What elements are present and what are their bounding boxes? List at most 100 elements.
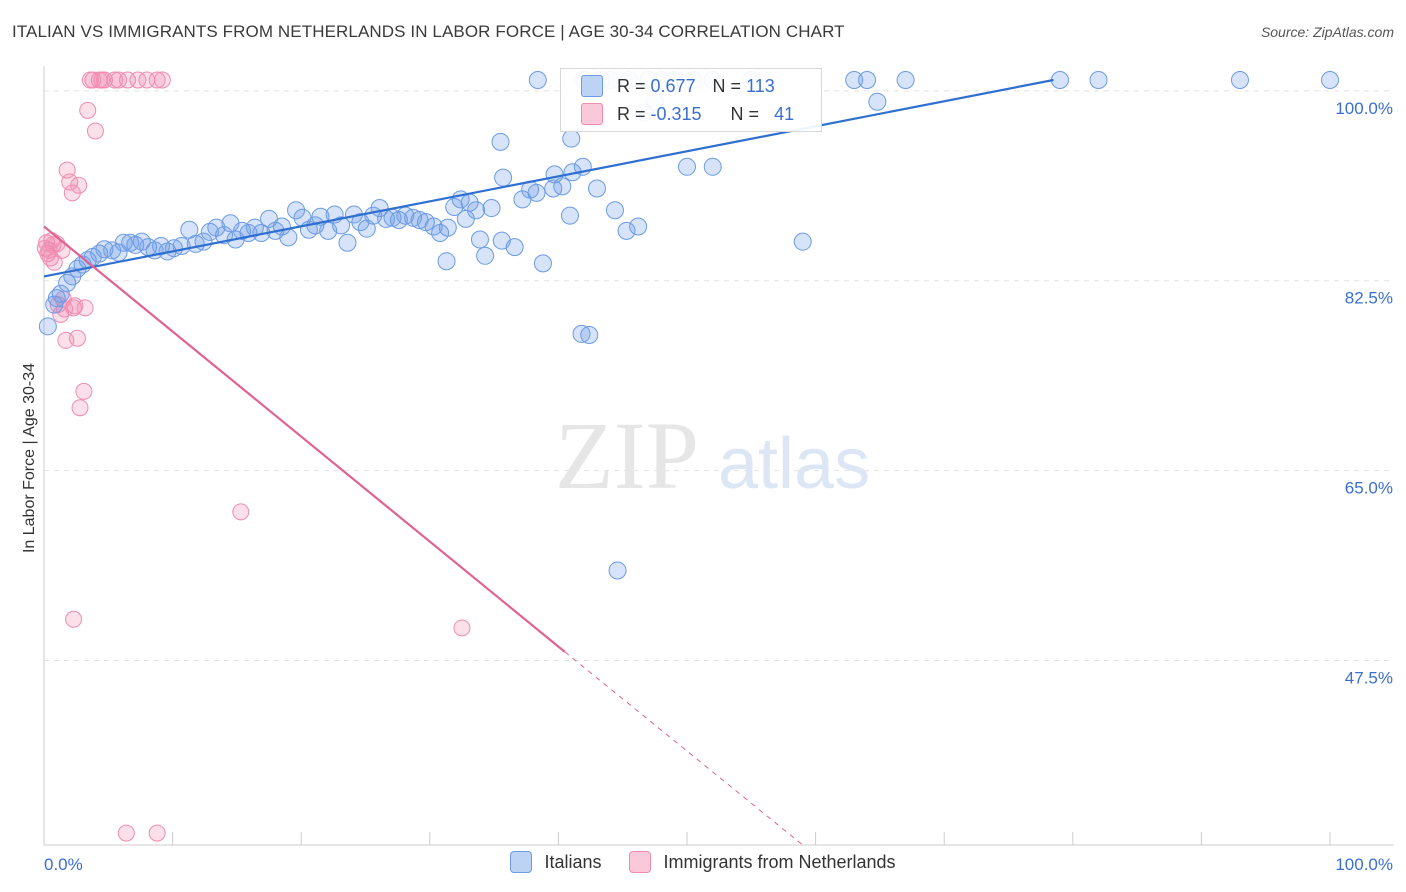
legend-swatch-netherlands: [581, 103, 603, 125]
point-italians: [207, 218, 226, 237]
trend-line-netherlands: [43, 225, 566, 653]
point-italians: [491, 132, 510, 151]
point-italians: [287, 201, 306, 220]
point-italians: [608, 561, 627, 580]
legend-r-label: R =: [617, 75, 646, 96]
point-italians: [424, 217, 443, 236]
point-italians: [438, 218, 457, 237]
point-italians: [617, 221, 636, 240]
point-italians: [505, 238, 524, 257]
point-italians: [868, 92, 887, 111]
x-tick-label-max: 100.0%: [1335, 855, 1393, 874]
point-italians: [678, 157, 696, 176]
legend-row-netherlands: R = -0.315 N = 41: [581, 100, 794, 128]
legend-n-label: N =: [712, 75, 742, 96]
series-immigrants-netherlands-points: [36, 71, 471, 842]
point-italians: [482, 199, 501, 218]
legend-item-italians: Italians: [510, 851, 601, 873]
point-netherlands: [68, 329, 86, 347]
correlation-legend: R = 0.677 N = 113 R = -0.315 N = 41: [560, 68, 822, 132]
point-netherlands: [45, 253, 63, 271]
point-italians: [533, 254, 552, 273]
point-italians: [845, 71, 864, 89]
tick-labels: 100.0% 82.5% 65.0% 47.5% 0.0% 100.0%: [44, 99, 1393, 874]
point-italians: [605, 201, 624, 220]
watermark-atlas: atlas: [718, 424, 870, 504]
point-italians: [279, 228, 298, 247]
watermark: ZIP atlas: [555, 402, 870, 509]
point-italians: [494, 168, 513, 187]
point-netherlands: [66, 297, 84, 315]
point-italians: [38, 317, 57, 336]
legend-swatch-italians: [581, 75, 603, 97]
point-netherlands: [117, 824, 135, 842]
legend-n-value: 113: [746, 75, 775, 96]
y-axis-title: In Labor Force | Age 30-34: [21, 362, 38, 554]
legend-r-label: R =: [617, 103, 646, 124]
point-italians: [858, 71, 877, 89]
point-netherlands: [70, 176, 88, 194]
point-italians: [560, 206, 579, 225]
point-netherlands: [86, 122, 104, 140]
point-netherlands: [61, 173, 79, 191]
x-tick-label-min: 0.0%: [44, 855, 83, 874]
point-italians: [629, 217, 648, 236]
watermark-zip: ZIP: [555, 402, 699, 509]
point-italians: [896, 71, 915, 89]
y-tick-label-2: 65.0%: [1345, 479, 1393, 498]
point-netherlands: [71, 399, 89, 417]
point-italians: [357, 219, 376, 238]
y-tick-label-3: 47.5%: [1345, 669, 1393, 688]
legend-n-value: 41: [774, 103, 795, 124]
legend-label-italians: Italians: [544, 851, 602, 872]
point-italians: [527, 183, 546, 202]
grid-lines: [44, 90, 1394, 662]
point-italians: [470, 230, 489, 249]
point-italians: [545, 165, 564, 184]
point-netherlands: [148, 71, 166, 89]
point-italians: [338, 233, 357, 252]
point-italians: [476, 246, 495, 265]
point-italians: [793, 232, 812, 251]
y-tick-label-0: 100.0%: [1335, 99, 1393, 118]
point-netherlands: [232, 503, 250, 521]
legend-n-label: N =: [730, 103, 760, 124]
point-italians: [562, 129, 581, 148]
point-italians: [467, 201, 486, 220]
legend-row-italians: R = 0.677 N = 113: [581, 72, 775, 100]
trend-lines: [43, 78, 1054, 846]
point-netherlands: [148, 824, 166, 842]
legend-r-value: 0.677: [650, 75, 696, 96]
chart-title: ITALIAN VS IMMIGRANTS FROM NETHERLANDS I…: [12, 22, 845, 41]
point-netherlands: [106, 71, 124, 89]
point-netherlands: [110, 71, 128, 89]
point-netherlands: [119, 71, 137, 89]
series-italians-points: [38, 71, 1339, 580]
point-netherlands: [65, 610, 83, 628]
point-netherlands: [129, 71, 147, 89]
trend-line-italians: [43, 78, 1054, 278]
point-netherlands: [84, 71, 102, 89]
point-italians: [51, 284, 70, 303]
point-italians: [580, 326, 599, 344]
point-italians: [1321, 71, 1339, 89]
trend-line-netherlands-extrapolated: [564, 651, 804, 846]
source-label: Source: ZipAtlas.com: [1260, 24, 1394, 40]
point-netherlands: [75, 382, 93, 400]
point-italians: [332, 216, 351, 235]
series-legend: Italians Immigrants from Netherlands: [0, 851, 1406, 873]
point-netherlands: [79, 101, 97, 119]
point-italians: [1230, 71, 1249, 89]
legend-swatch-netherlands: [629, 851, 652, 873]
point-italians: [528, 71, 547, 89]
point-italians: [544, 179, 563, 198]
point-italians: [572, 324, 591, 343]
point-italians: [437, 252, 456, 271]
point-italians: [703, 157, 722, 176]
point-italians: [587, 179, 606, 198]
point-italians: [1050, 71, 1069, 89]
y-tick-label-1: 82.5%: [1345, 289, 1393, 308]
point-netherlands: [138, 71, 156, 89]
point-netherlands: [95, 71, 113, 89]
